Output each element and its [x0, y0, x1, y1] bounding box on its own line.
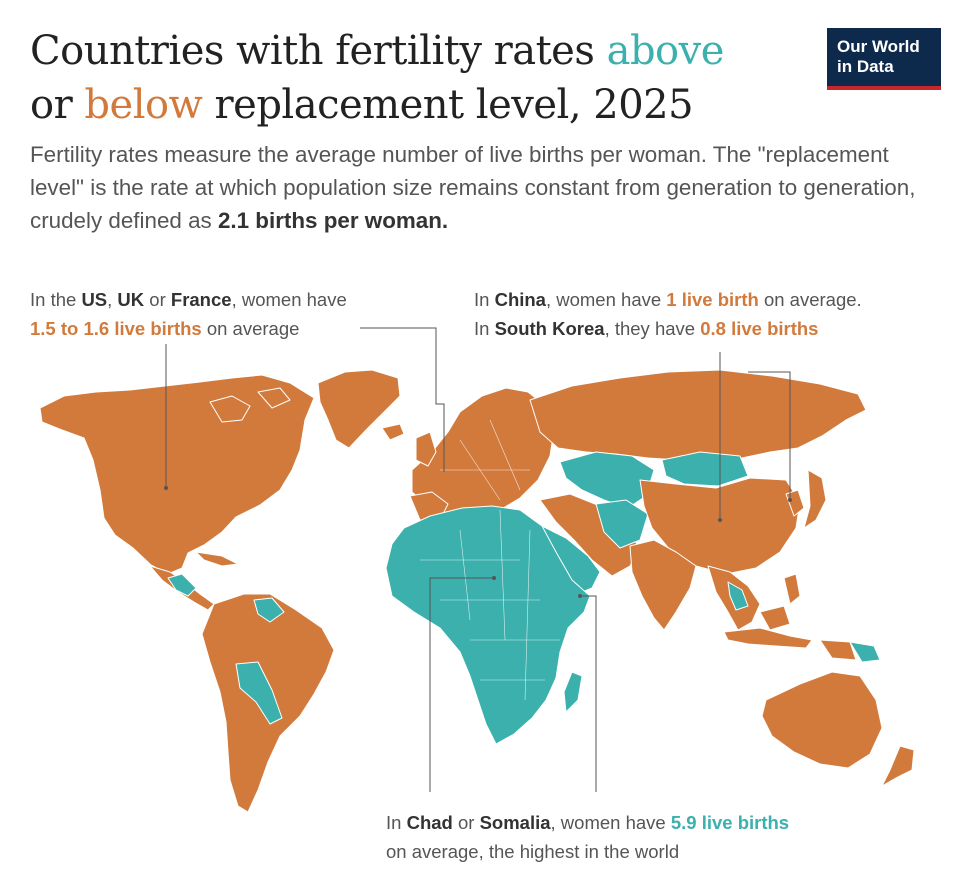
note-china-text-1: In: [474, 289, 495, 310]
title-part-3: replacement level, 2025: [202, 82, 694, 128]
region-bolivia-paraguay: [235, 661, 283, 725]
owid-logo[interactable]: Our World in Data: [827, 28, 941, 90]
note-chad-text-3: , women have: [550, 812, 671, 833]
note-korea-value: 0.8 live births: [700, 318, 819, 339]
annotation-us-uk-france: In the US, UK or France, women have 1.5 …: [30, 285, 450, 343]
region-indonesia: [723, 627, 813, 649]
region-japan: [803, 469, 827, 529]
note-chad-text-1: In: [386, 812, 407, 833]
logo-line-2: in Data: [837, 57, 894, 76]
marker-us: [164, 486, 168, 490]
chart-title: Countries with fertility rates above or b…: [30, 24, 810, 132]
region-mongolia: [661, 451, 749, 487]
note-china-value: 1 live birth: [666, 289, 759, 310]
marker-china: [718, 518, 722, 522]
note-korea-text-2: , they have: [604, 318, 701, 339]
note-chad-value: 5.9 live births: [670, 812, 790, 833]
note-us-text-2: , women have: [231, 289, 347, 310]
title-above-word: above: [606, 28, 725, 74]
region-new-zealand: [881, 745, 915, 787]
region-borneo: [759, 605, 791, 631]
region-cuba: [195, 551, 239, 567]
note-china-country: China: [494, 289, 546, 310]
title-below-word: below: [84, 82, 203, 128]
marker-somalia: [578, 594, 582, 598]
subtitle-bold: 2.1 births per woman.: [217, 208, 449, 233]
region-guatemala-honduras: [167, 573, 197, 597]
region-madagascar: [563, 671, 583, 713]
note-us-sep-1: ,: [107, 289, 118, 310]
leader-line-korea: [748, 371, 791, 500]
note-us-sep-2: or: [144, 289, 171, 310]
note-korea-text-1: In: [474, 318, 495, 339]
region-papua-new-guinea: [849, 641, 881, 663]
marker-korea: [788, 498, 792, 502]
region-africa: [385, 505, 591, 745]
subtitle-text: Fertility rates measure the average numb…: [30, 142, 916, 233]
chart-subtitle: Fertility rates measure the average numb…: [30, 138, 945, 237]
region-australia: [761, 671, 883, 769]
region-venezuela-guyana: [253, 597, 285, 623]
region-russia: [529, 369, 867, 463]
region-china: [639, 477, 801, 575]
note-uk-country: UK: [117, 289, 145, 310]
logo-line-1: Our World: [837, 37, 920, 56]
europe-borders: [440, 419, 530, 501]
note-china-text-2: , women have: [545, 289, 667, 310]
note-chad-country: Chad: [406, 812, 453, 833]
note-korea-country: South Korea: [494, 318, 605, 339]
region-iraq-afghanistan: [595, 499, 649, 549]
region-iceland: [381, 423, 405, 441]
region-uk-ireland: [415, 431, 437, 467]
note-us-text-1: In the: [30, 289, 82, 310]
note-chad-text-4: on average, the highest in the world: [386, 841, 680, 862]
annotation-china-korea: In China, women have 1 live birth on ave…: [474, 285, 954, 343]
marker-chad: [492, 576, 496, 580]
title-part-1: Countries with fertility rates: [30, 28, 607, 74]
region-middle-east: [539, 493, 641, 577]
leader-line-us: [360, 327, 445, 472]
note-us-country: US: [81, 289, 108, 310]
leader-line-chad: [429, 577, 494, 792]
region-greenland: [317, 369, 401, 449]
region-new-guinea-west: [819, 639, 857, 661]
region-central-asia: [559, 451, 655, 509]
title-part-2: or: [30, 82, 85, 128]
region-laos-cambodia: [727, 581, 749, 611]
leader-line-somalia: [580, 595, 597, 792]
note-france-country: France: [170, 289, 232, 310]
note-somalia-country: Somalia: [479, 812, 551, 833]
region-india: [629, 539, 697, 631]
region-philippines: [783, 573, 801, 605]
annotation-chad-somalia: In Chad or Somalia, women have 5.9 live …: [386, 808, 946, 866]
region-canada-islands: [209, 387, 291, 423]
note-us-value: 1.5 to 1.6 live births: [30, 318, 202, 339]
note-us-text-3: on average: [201, 318, 300, 339]
note-china-text-3: on average.: [758, 289, 862, 310]
africa-borders: [420, 509, 560, 701]
region-north-america: [39, 374, 315, 575]
note-chad-text-2: or: [452, 812, 480, 833]
